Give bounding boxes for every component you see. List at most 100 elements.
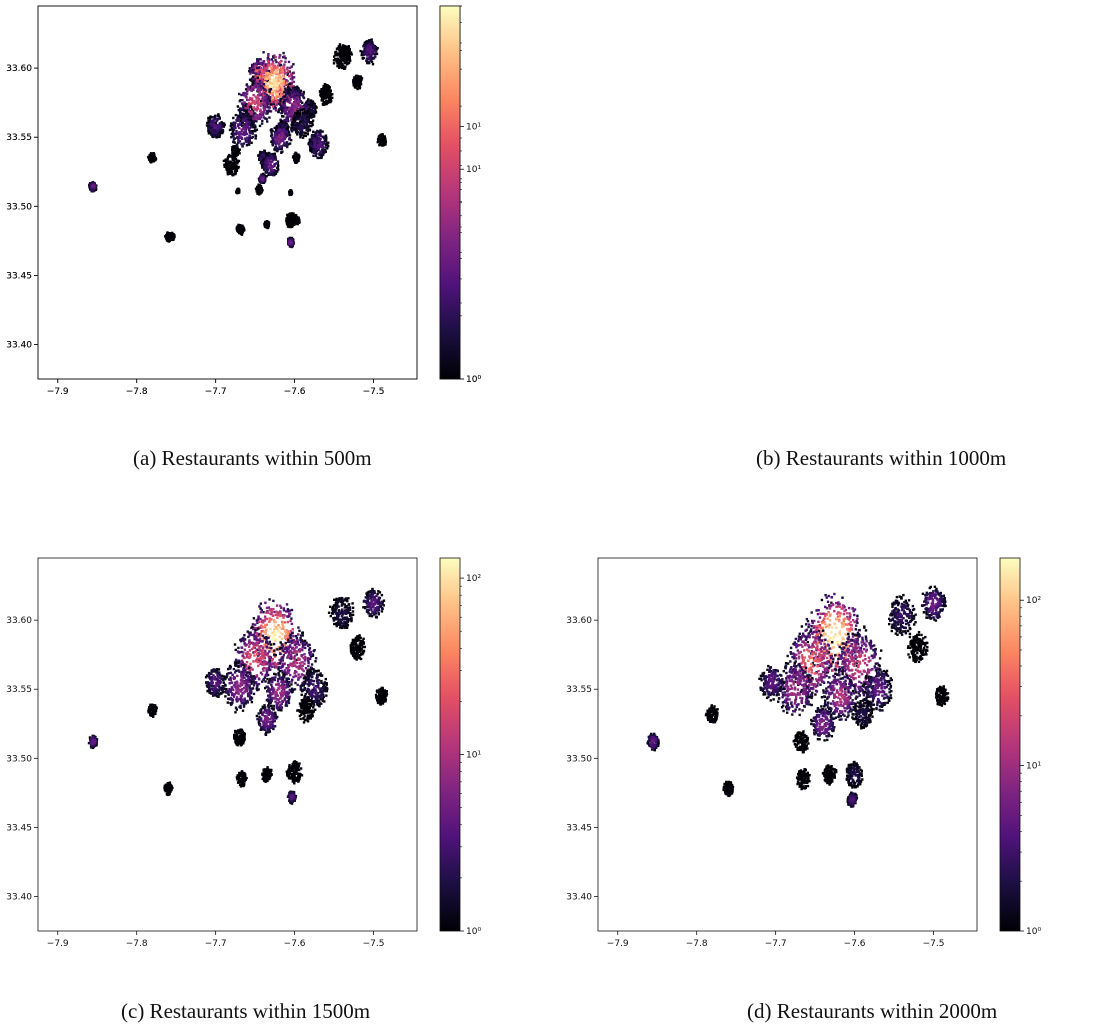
data-point xyxy=(335,53,339,57)
data-point xyxy=(370,41,373,44)
data-point xyxy=(366,45,370,48)
data-point xyxy=(238,100,241,103)
data-point xyxy=(207,129,210,133)
data-point xyxy=(319,131,322,135)
data-point xyxy=(231,167,234,170)
data-point xyxy=(233,167,236,170)
data-point xyxy=(207,120,210,124)
data-point xyxy=(217,113,220,116)
data-point xyxy=(384,140,387,143)
data-point xyxy=(279,141,282,144)
data-point xyxy=(294,161,298,164)
data-point xyxy=(257,62,260,66)
data-point xyxy=(275,72,278,76)
data-point xyxy=(245,83,248,87)
data-point xyxy=(268,116,271,119)
data-point xyxy=(292,113,295,116)
data-point xyxy=(326,86,329,89)
data-point xyxy=(296,96,299,99)
data-point xyxy=(264,161,267,164)
data-point xyxy=(207,123,211,126)
data-point xyxy=(265,175,268,178)
data-point xyxy=(310,142,314,145)
data-point xyxy=(265,117,268,121)
data-point xyxy=(280,69,283,72)
data-point xyxy=(216,130,219,133)
data-point xyxy=(290,110,293,113)
data-point xyxy=(360,78,363,82)
data-point xyxy=(301,124,305,127)
data-point xyxy=(295,160,298,163)
data-point xyxy=(347,52,350,55)
data-point xyxy=(370,39,373,43)
data-point xyxy=(319,129,322,132)
data-point xyxy=(291,104,294,107)
data-point xyxy=(277,168,280,171)
data-point xyxy=(149,154,152,157)
data-point xyxy=(236,147,240,151)
data-point xyxy=(321,130,324,133)
data-point xyxy=(262,102,266,105)
data-point xyxy=(250,63,254,67)
data-point xyxy=(251,83,254,86)
data-point xyxy=(256,117,259,121)
data-point xyxy=(286,98,289,101)
data-point xyxy=(289,189,292,192)
y-tick-label: 33.40 xyxy=(6,340,32,350)
data-point xyxy=(359,75,363,78)
data-point xyxy=(311,147,315,150)
data-point xyxy=(323,137,326,140)
data-point xyxy=(242,108,245,112)
data-point xyxy=(285,93,288,96)
restaurant-cluster xyxy=(290,108,315,139)
data-point xyxy=(234,158,238,161)
data-point xyxy=(231,156,234,159)
data-point xyxy=(268,96,272,99)
data-point xyxy=(307,117,310,121)
data-point xyxy=(250,141,253,144)
data-point xyxy=(290,115,293,118)
data-point xyxy=(233,153,237,156)
data-point xyxy=(207,125,210,128)
data-point xyxy=(241,103,245,107)
data-point xyxy=(252,65,255,69)
data-point xyxy=(318,153,321,157)
data-point xyxy=(235,154,238,158)
data-point xyxy=(374,45,378,49)
data-point xyxy=(250,125,253,128)
data-point xyxy=(206,121,209,125)
data-point xyxy=(297,155,300,158)
data-point xyxy=(362,50,365,53)
data-point xyxy=(262,116,265,119)
data-point xyxy=(338,50,342,53)
data-point xyxy=(340,57,343,60)
data-point xyxy=(274,170,278,173)
data-point xyxy=(265,77,269,81)
data-point xyxy=(324,93,327,97)
data-point xyxy=(314,154,318,158)
data-point xyxy=(269,160,272,163)
data-point xyxy=(286,106,289,109)
data-point xyxy=(279,139,283,143)
data-point xyxy=(260,87,263,90)
data-point xyxy=(306,133,309,136)
data-point xyxy=(149,159,152,163)
data-point xyxy=(275,87,279,90)
data-point xyxy=(274,59,277,62)
data-point xyxy=(248,116,251,120)
data-point xyxy=(172,236,176,240)
data-point xyxy=(314,133,317,136)
data-point xyxy=(247,86,251,89)
data-point xyxy=(240,121,244,124)
data-point xyxy=(240,142,243,146)
data-point xyxy=(260,164,264,167)
data-point xyxy=(321,89,325,92)
data-point xyxy=(301,126,305,130)
data-point xyxy=(282,101,285,104)
data-point xyxy=(215,136,218,139)
data-point xyxy=(249,106,253,109)
data-point xyxy=(283,135,287,138)
data-point xyxy=(259,88,262,92)
data-point xyxy=(299,89,302,93)
data-points xyxy=(88,38,387,249)
